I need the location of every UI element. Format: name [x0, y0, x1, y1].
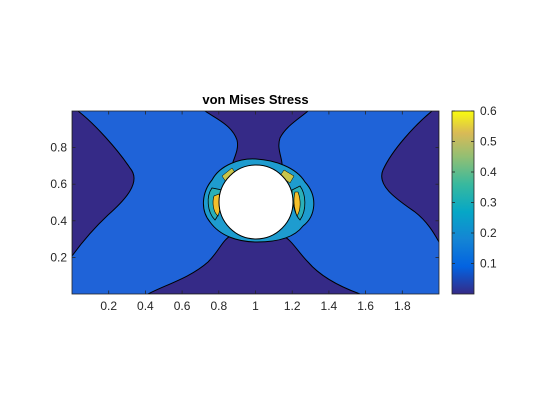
x-tick-label: 0.6 [174, 299, 191, 313]
colorbar-tick-label: 0.1 [480, 257, 497, 271]
x-tick-label: 0.8 [210, 299, 227, 313]
y-tick-label: 0.8 [50, 141, 67, 155]
y-tick-label: 0.4 [50, 214, 67, 228]
colorbar-ticks: 0.1 0.2 0.3 0.4 0.5 0.6 [452, 104, 497, 271]
colorbar-tick-label: 0.5 [480, 135, 497, 149]
colorbar: 0.1 0.2 0.3 0.4 0.5 0.6 [451, 104, 497, 295]
colorbar-tick-label: 0.3 [480, 196, 497, 210]
x-tick-label: 1 [252, 299, 259, 313]
colorbar-tick-label: 0.4 [480, 165, 497, 179]
colorbar-tick-label: 0.6 [480, 104, 497, 118]
x-tick-label: 1.4 [321, 299, 338, 313]
plot-area [72, 111, 439, 294]
x-tick-label: 1.2 [284, 299, 301, 313]
x-axis: 0.2 0.4 0.6 0.8 1 1.2 1.4 1.6 1.8 [100, 111, 411, 313]
x-tick-label: 0.2 [100, 299, 117, 313]
y-tick-label: 0.6 [50, 177, 67, 191]
chart-title: von Mises Stress [202, 92, 308, 107]
x-tick-label: 0.4 [137, 299, 154, 313]
left-low-stress-lobe [72, 111, 135, 257]
colorbar-bar [451, 110, 475, 295]
y-tick-label: 0.2 [50, 250, 67, 264]
hole [218, 164, 294, 240]
right-peak-stress [293, 191, 301, 217]
x-tick-label: 1.6 [357, 299, 374, 313]
y-axis: 0.2 0.4 0.6 0.8 [50, 141, 439, 264]
right-low-stress-lobe [381, 111, 439, 244]
colorbar-tick-label: 0.2 [480, 226, 497, 240]
x-tick-label: 1.8 [394, 299, 411, 313]
top-right-peak [279, 169, 295, 184]
